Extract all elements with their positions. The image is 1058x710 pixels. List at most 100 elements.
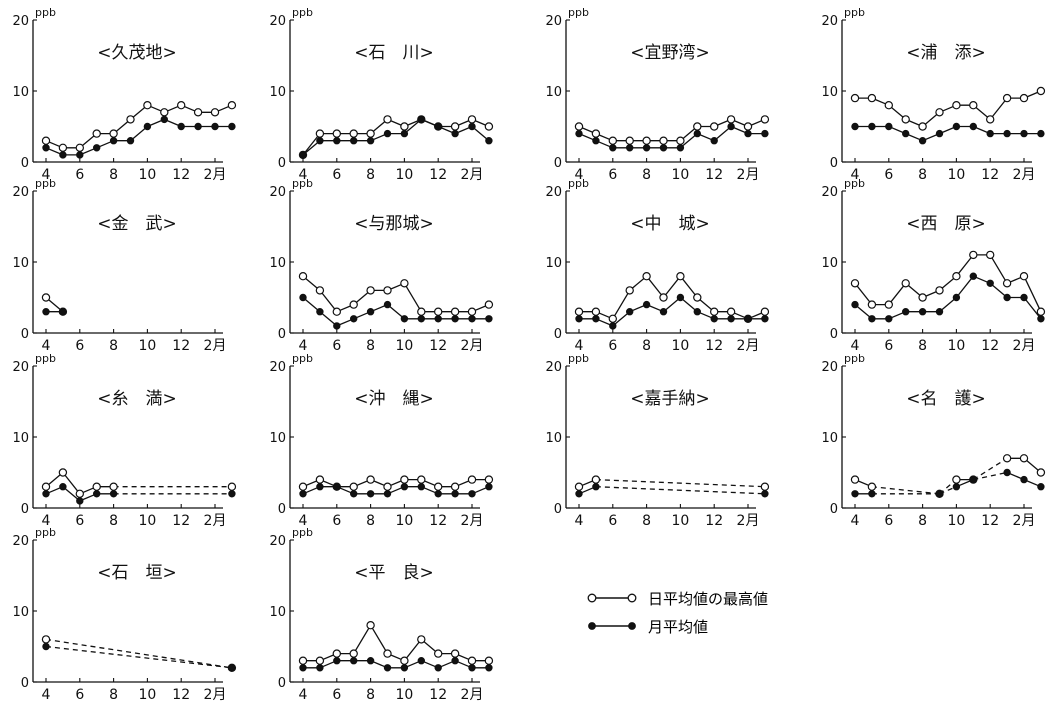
- monthly-mean-point: [918, 308, 927, 316]
- daily-max-point: [349, 129, 358, 138]
- daily-max-point: [315, 286, 325, 295]
- y-tick-label: 20: [545, 185, 562, 200]
- daily-max-point: [417, 307, 426, 316]
- daily-max-point: [143, 100, 152, 110]
- y-unit-label: ppb: [844, 177, 865, 190]
- chart-panel: 0 10 20 ppb 4 6 8 10 12 2月 <西 原>: [821, 177, 1046, 354]
- x-tick-label: 8: [918, 338, 927, 354]
- legend-label: 月平均値: [648, 618, 709, 636]
- monthly-mean-point: [744, 129, 752, 138]
- monthly-mean-point: [451, 657, 459, 665]
- y-tick-label: 10: [821, 431, 838, 446]
- monthly-mean-point: [299, 151, 307, 159]
- x-tick-label: 4: [299, 338, 308, 354]
- monthly-mean-point: [485, 664, 493, 672]
- x-tick-label: 12: [172, 513, 190, 529]
- daily-max-point: [743, 122, 753, 131]
- daily-max-point: [1036, 307, 1046, 316]
- x-tick-label: 6: [608, 167, 617, 183]
- x-tick-label: 10: [138, 338, 156, 354]
- monthly-mean-point: [868, 122, 876, 131]
- daily-max-point: [608, 136, 618, 145]
- monthly-mean-point: [383, 129, 392, 138]
- monthly-mean-point: [693, 308, 701, 316]
- chart-title: <平 良>: [354, 563, 434, 583]
- monthly-mean-point: [851, 300, 859, 309]
- x-tick-label: 2月: [1013, 338, 1036, 354]
- monthly-mean-point: [885, 315, 893, 323]
- daily-max-point: [467, 656, 477, 665]
- monthly-mean-point: [366, 490, 375, 498]
- series-segment: [45, 638, 232, 669]
- daily-max-point: [591, 307, 601, 316]
- x-tick-label: 4: [42, 338, 51, 354]
- y-tick-label: 0: [21, 676, 29, 691]
- x-tick-label: 4: [851, 338, 860, 354]
- y-unit-label: ppb: [35, 6, 56, 19]
- series-segment: [1023, 297, 1042, 320]
- y-tick-label: 0: [830, 327, 838, 342]
- y-unit-label: ppb: [292, 352, 313, 365]
- y-unit-label: ppb: [568, 6, 589, 19]
- y-tick-label: 0: [278, 502, 286, 517]
- daily-max-point: [608, 314, 618, 323]
- series-segment: [403, 282, 422, 313]
- monthly-mean-point: [935, 308, 944, 316]
- x-tick-label: 12: [705, 338, 723, 354]
- monthly-mean-point: [609, 322, 617, 330]
- x-tick-label: 6: [332, 513, 341, 529]
- series-segment: [888, 282, 907, 306]
- x-tick-label: 4: [575, 167, 584, 183]
- monthly-mean-point: [76, 497, 84, 505]
- x-tick-label: 8: [366, 338, 375, 354]
- x-tick-label: 2月: [737, 338, 760, 354]
- daily-max-point: [867, 482, 877, 491]
- daily-max-point: [1019, 93, 1029, 103]
- monthly-mean-point: [350, 657, 358, 665]
- daily-max-point: [484, 122, 494, 131]
- monthly-mean-point: [575, 315, 583, 323]
- daily-max-point: [969, 250, 978, 260]
- monthly-mean-point: [1037, 129, 1045, 138]
- daily-max-point: [484, 300, 494, 309]
- daily-max-point: [850, 93, 860, 103]
- daily-max-point: [986, 115, 995, 124]
- monthly-mean-point: [333, 483, 341, 491]
- daily-max-point: [58, 143, 68, 152]
- monthly-mean-point: [969, 272, 977, 280]
- y-unit-label: ppb: [292, 526, 313, 539]
- daily-max-point: [918, 293, 927, 302]
- x-tick-label: 8: [366, 513, 375, 529]
- daily-max-point: [591, 475, 601, 484]
- monthly-mean-point: [42, 144, 50, 152]
- monthly-mean-point: [761, 315, 769, 323]
- x-tick-label: 2月: [737, 513, 760, 529]
- series-segment: [662, 275, 681, 298]
- series-segment: [403, 638, 422, 662]
- x-tick-label: 2月: [461, 513, 484, 529]
- daily-max-point: [591, 129, 601, 138]
- daily-max-point: [484, 656, 494, 665]
- daily-max-point: [417, 475, 426, 484]
- x-tick-label: 12: [429, 167, 447, 183]
- daily-max-point: [901, 115, 910, 124]
- daily-max-point: [193, 108, 203, 117]
- monthly-mean-point: [383, 300, 392, 309]
- y-unit-label: ppb: [844, 6, 865, 19]
- legend-label: 日平均値の最高値: [648, 590, 769, 608]
- y-tick-label: 10: [269, 605, 286, 620]
- x-tick-label: 8: [918, 167, 927, 183]
- x-tick-label: 2月: [461, 167, 484, 183]
- y-tick-label: 20: [12, 185, 29, 200]
- daily-max-point: [710, 307, 719, 316]
- series-segment: [62, 472, 81, 495]
- monthly-mean-point: [1020, 293, 1028, 302]
- daily-max-point: [315, 656, 325, 665]
- series-segment: [955, 254, 974, 277]
- x-tick-label: 12: [172, 167, 190, 183]
- monthly-mean-point: [1037, 483, 1045, 491]
- daily-max-point: [92, 482, 101, 491]
- daily-max-point: [450, 307, 460, 316]
- y-tick-label: 10: [12, 431, 29, 446]
